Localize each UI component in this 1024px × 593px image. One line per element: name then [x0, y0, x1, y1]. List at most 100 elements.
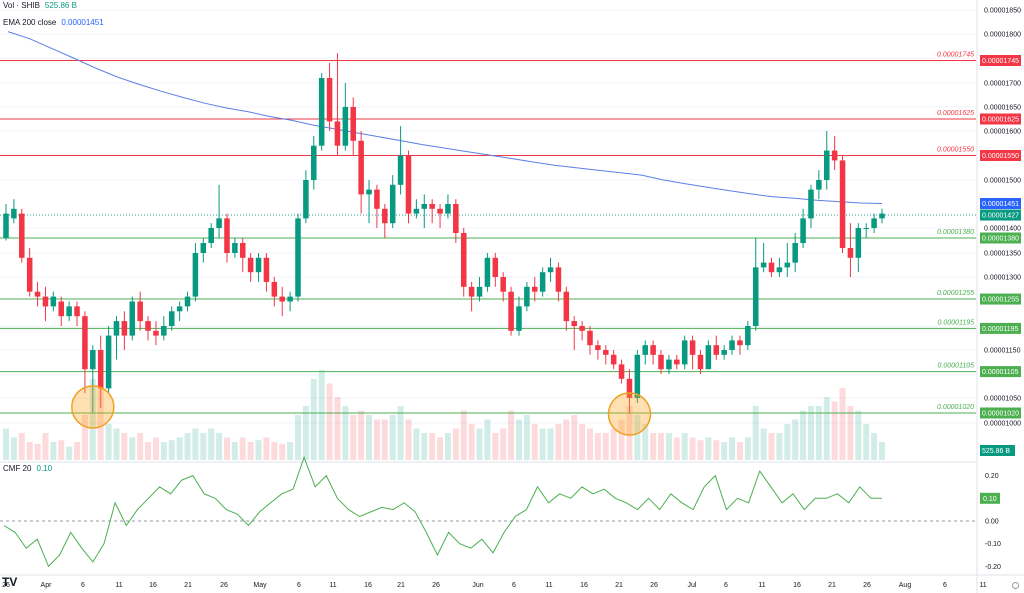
candle-body: [287, 296, 293, 302]
time-axis-label: 6: [724, 582, 728, 589]
volume-bar: [295, 415, 301, 460]
candle-body: [800, 218, 806, 243]
volume-bar: [571, 415, 578, 460]
volume-bar: [871, 433, 878, 460]
volume-bar: [444, 433, 451, 460]
candle-body: [145, 321, 151, 331]
time-axis-label: 6: [297, 582, 301, 589]
candle-body: [168, 311, 175, 326]
level-price-tag: [980, 113, 1021, 125]
volume-bar: [531, 424, 538, 460]
time-axis-label: 16: [793, 582, 801, 589]
level-price-tag: [980, 232, 1021, 244]
candle-body: [713, 345, 720, 355]
volume-bar: [807, 406, 814, 460]
candle-body: [547, 267, 554, 273]
candle-body: [3, 213, 9, 238]
volume-bar: [752, 406, 759, 460]
candle-body: [500, 277, 506, 292]
candle-body: [350, 107, 357, 141]
volume-bar: [42, 433, 49, 460]
candle-body: [595, 345, 601, 350]
time-axis-label: 26: [220, 582, 228, 589]
volume-legend[interactable]: Vol · SHIB 525.86 B: [3, 1, 77, 10]
volume-bar: [231, 442, 238, 460]
volume-bar: [515, 419, 522, 460]
candle-body: [413, 208, 420, 214]
time-axis-label: Apr: [41, 582, 53, 589]
level-price-tag-text: 0.00001105: [982, 369, 1019, 376]
volume-legend-label: Vol · SHIB: [3, 1, 40, 10]
candle-body: [19, 213, 25, 258]
cmf-panel: 0.20 0.00 -0.10 -0.20 0.10: [0, 455, 1001, 571]
volume-bar: [105, 424, 112, 460]
time-axis-label: Jul: [688, 582, 697, 589]
volume-bar: [121, 433, 128, 460]
volume-bar: [563, 419, 570, 460]
volume-bar: [145, 442, 152, 460]
candle-body: [476, 286, 483, 297]
volume-legend-value: 525.86 B: [44, 1, 77, 10]
candle-body: [516, 306, 522, 331]
volume-bar: [863, 424, 870, 460]
volume-bar: [508, 410, 515, 460]
volume-bar: [744, 437, 751, 460]
level-label: 0.00001745: [937, 52, 974, 59]
settings-icon[interactable]: [1012, 582, 1019, 589]
candle-body: [121, 321, 128, 336]
candle-body: [342, 107, 349, 146]
candle-body: [176, 306, 183, 312]
level-label: 0.00001255: [937, 290, 974, 297]
volume-bar: [255, 440, 262, 460]
candle-body: [760, 262, 767, 268]
candle-body: [524, 286, 530, 307]
time-axis-label: 21: [615, 582, 623, 589]
candle-body: [468, 286, 475, 297]
candle-body: [405, 155, 412, 214]
volume-bar: [50, 442, 57, 460]
candle-body: [879, 213, 885, 219]
cmf-legend[interactable]: CMF 20 0.10: [3, 464, 52, 473]
volume-bar: [823, 397, 830, 460]
candle-body: [153, 330, 159, 336]
price-axis-tick: 0.00001850: [984, 8, 1021, 15]
ema-legend-value: 0.00001451: [61, 18, 104, 27]
volume-bar: [271, 442, 278, 460]
volume-bar: [58, 440, 65, 460]
volume-bar: [89, 379, 96, 460]
volume-bar: [81, 415, 88, 460]
candle-body: [326, 78, 333, 122]
volume-bar: [3, 428, 9, 460]
candle-body: [192, 253, 199, 297]
ema-line: [7, 31, 883, 204]
candle-body: [539, 272, 546, 292]
candle-body: [658, 354, 664, 370]
candle-body: [784, 262, 791, 268]
volume-bar: [618, 419, 625, 460]
volume-bar: [587, 428, 593, 460]
volume-bar: [736, 442, 743, 460]
volume-bar: [216, 433, 223, 460]
time-axis-label: 11: [329, 582, 336, 589]
candle-body: [610, 354, 617, 365]
tradingview-logo-icon[interactable]: TV: [2, 575, 18, 589]
ema-legend[interactable]: EMA 200 close 0.00001451: [3, 18, 104, 27]
volume-bar: [342, 406, 349, 460]
candle-body: [737, 340, 743, 346]
candle-body: [603, 350, 609, 355]
price-axis-tick: 0.00001400: [984, 226, 1021, 233]
candle-body: [389, 184, 396, 224]
candle-body: [358, 140, 364, 195]
ema200-line: [7, 31, 883, 204]
level-label: 0.00001550: [937, 147, 974, 154]
candle-body: [697, 354, 704, 370]
candle-body: [74, 306, 80, 317]
time-axis-label: 11: [758, 582, 765, 589]
candle-body: [11, 208, 17, 219]
volume-bar: [263, 437, 270, 460]
time-axis-label: 26: [863, 582, 871, 589]
volume-bar: [302, 406, 309, 460]
time-axis: 26 Apr 6 11 16 21 26 May 6 11 16 21 26 Jun 6 11 16 21 26 Ju…: [0, 574, 1024, 589]
candle-body: [247, 257, 254, 273]
